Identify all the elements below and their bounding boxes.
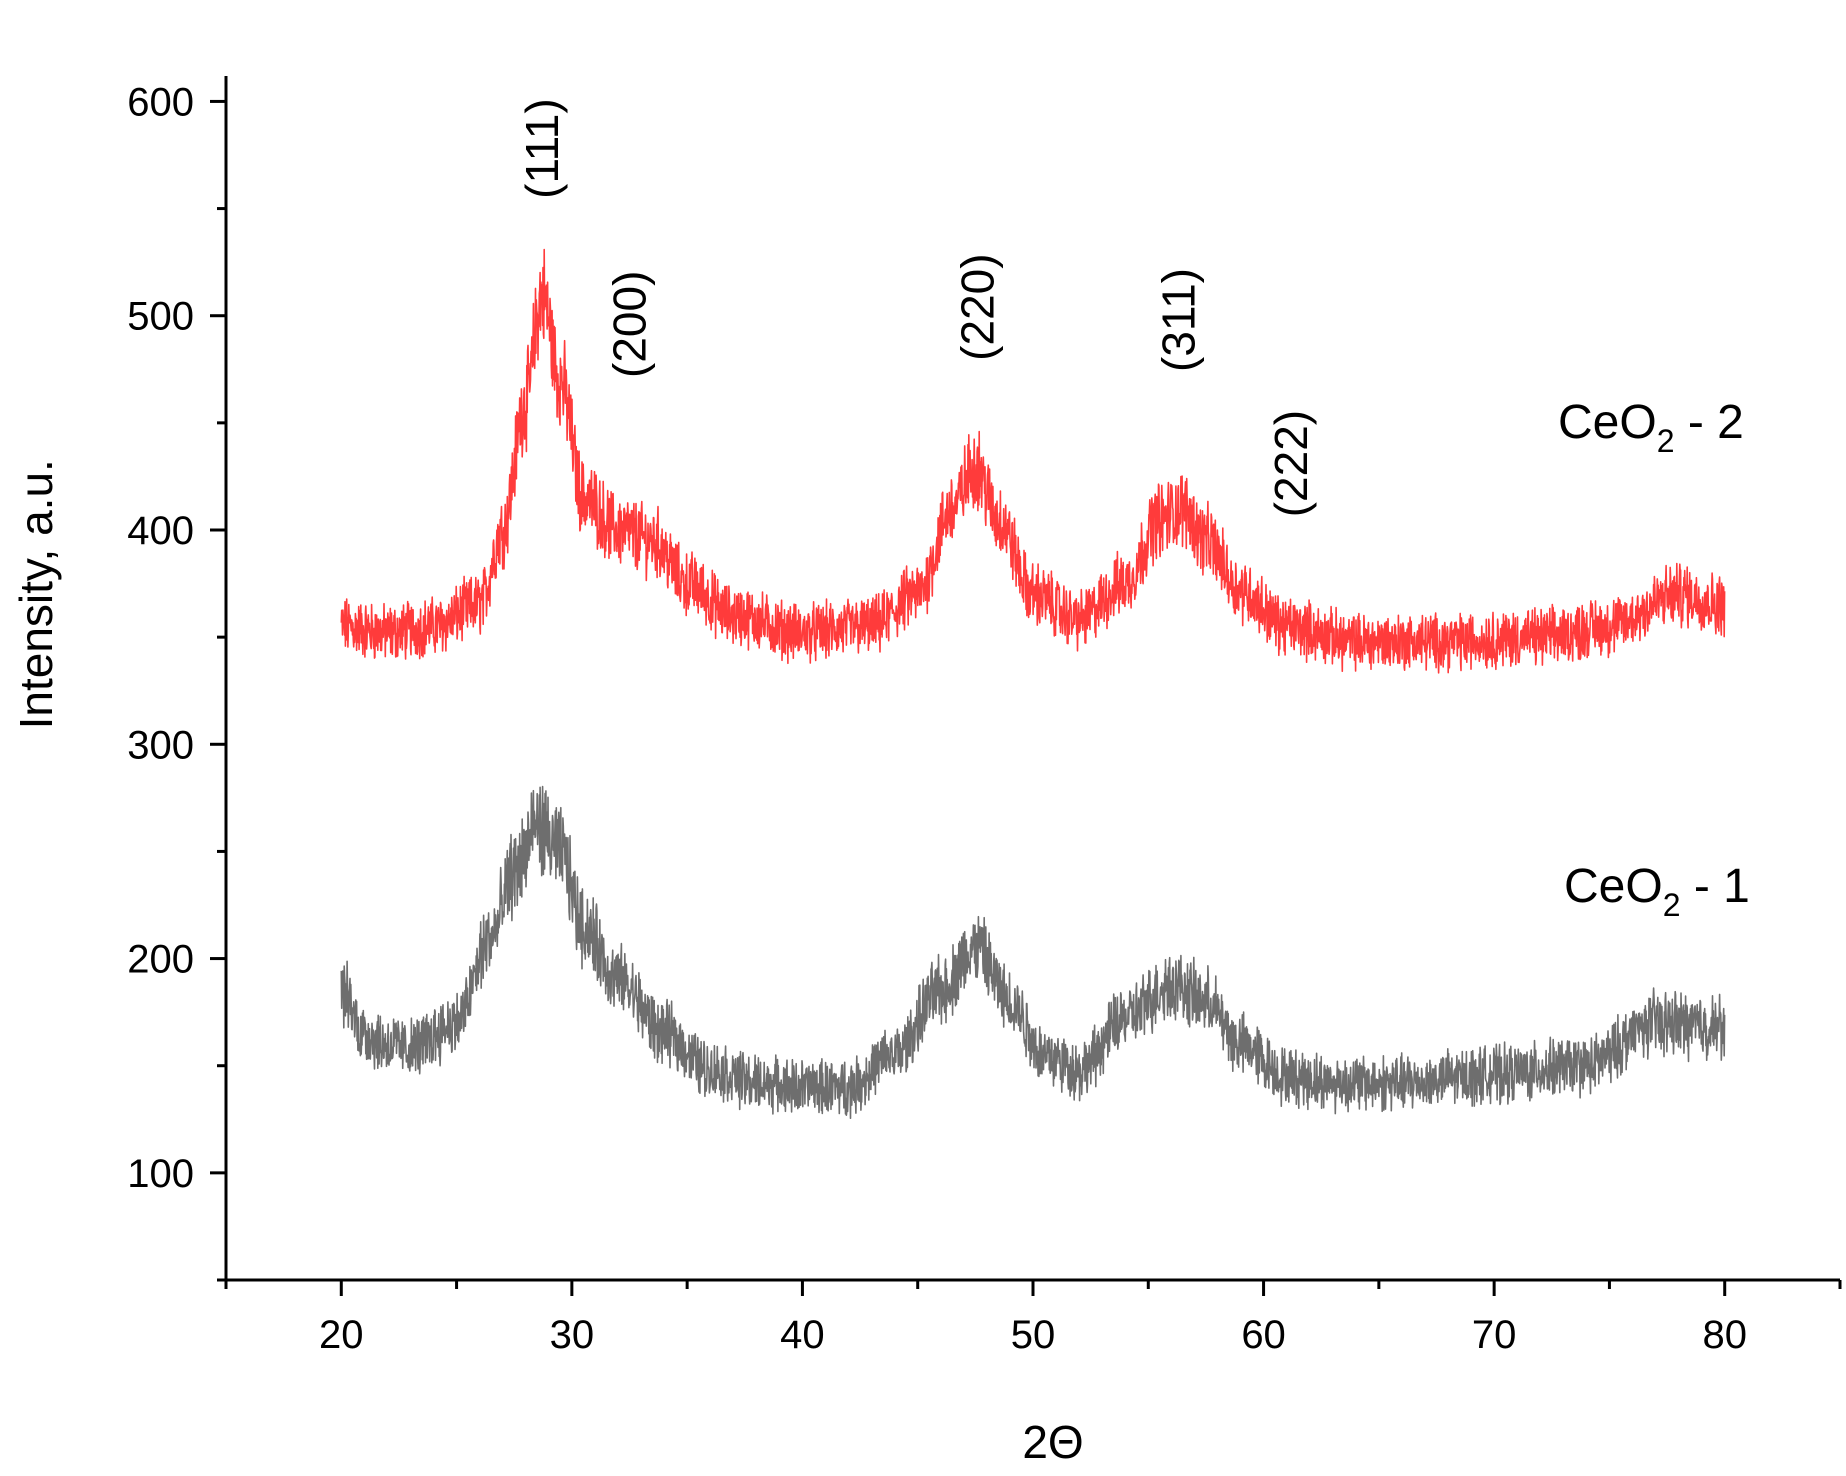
x-axis-title: 2Θ <box>1022 1416 1083 1468</box>
y-tick-label: 400 <box>127 509 194 553</box>
y-tick-label: 200 <box>127 938 194 982</box>
series-line-2 <box>340 785 1726 1119</box>
y-tick-label: 600 <box>127 80 194 124</box>
peak-label: (220) <box>952 253 1004 360</box>
x-tick-label: 70 <box>1472 1313 1517 1357</box>
y-tick-label: 100 <box>127 1152 194 1196</box>
x-tick-label: 20 <box>319 1313 364 1357</box>
x-tick-label: 30 <box>550 1313 595 1357</box>
peak-label: (222) <box>1265 410 1317 517</box>
x-tick-label: 80 <box>1702 1313 1747 1357</box>
series-layer <box>340 248 1726 1119</box>
x-tick-label: 40 <box>780 1313 825 1357</box>
peak-label: (200) <box>604 271 656 378</box>
y-tick-label: 300 <box>127 723 194 767</box>
x-tick-label: 50 <box>1011 1313 1056 1357</box>
y-tick-label: 500 <box>127 295 194 339</box>
series-label-1: CeO2 - 2 <box>1558 396 1744 459</box>
axes-layer <box>210 76 1842 1296</box>
x-tick-label: 60 <box>1241 1313 1286 1357</box>
peak-label: (111) <box>516 98 568 199</box>
series-line-1 <box>340 248 1726 674</box>
series-label-2: CeO2 - 1 <box>1564 860 1750 923</box>
peak-label: (311) <box>1152 268 1204 372</box>
labels-layer: 20 30 40 50 60 70 80 100 200 300 400 500 600 2Θ Intens… <box>10 80 1750 1468</box>
y-axis-title: Intensity, a.u. <box>10 459 62 729</box>
